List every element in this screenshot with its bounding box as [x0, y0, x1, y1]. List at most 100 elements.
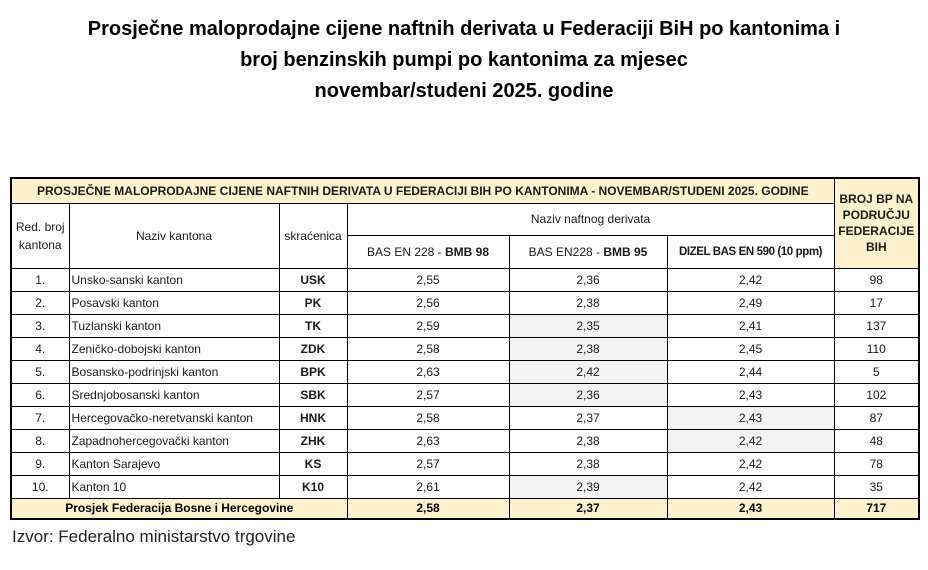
cell-price-bmb95: 2,36	[508, 267, 668, 292]
cell-canton-abbr: K10	[278, 474, 348, 499]
column-header-bmb98: BAS EN 228 - BMB 98	[346, 234, 510, 269]
cell-price-dizel: 2,45	[666, 336, 835, 361]
cell-price-dizel: 2,41	[666, 313, 835, 338]
page-title: Prosječne maloprodajne cijene naftnih de…	[8, 14, 920, 107]
cell-canton-name: Zapadnohercegovački kanton	[68, 428, 280, 453]
cell-canton-name: Unsko-sanski kanton	[68, 267, 280, 292]
cell-canton-abbr: HNK	[278, 405, 348, 430]
summary-bp-count: 717	[833, 497, 920, 520]
cell-canton-name: Tuzlanski kanton	[68, 313, 280, 338]
cell-bp-count: 48	[833, 428, 920, 453]
cell-price-bmb98: 2,63	[346, 428, 510, 453]
cell-row-number: 3.	[10, 313, 70, 338]
summary-row: Prosjek Federacija Bosne i Hercegovine 2…	[10, 497, 920, 520]
cell-canton-abbr: PK	[278, 290, 348, 315]
column-header-derivative-group: Naziv naftnog derivata	[346, 202, 835, 236]
cell-price-bmb95: 2,36	[508, 382, 668, 407]
cell-canton-abbr: KS	[278, 451, 348, 476]
table-title-row: PROSJEČNE MALOPRODAJNE CIJENE NAFTNIH DE…	[10, 177, 920, 269]
cell-canton-name: Srednjobosanski kanton	[68, 382, 280, 407]
cell-canton-name: Posavski kanton	[68, 290, 280, 315]
cell-row-number: 1.	[10, 267, 70, 292]
summary-price-dizel: 2,43	[666, 497, 835, 520]
cell-canton-abbr: ZDK	[278, 336, 348, 361]
cell-row-number: 10.	[10, 474, 70, 499]
cell-canton-abbr: SBK	[278, 382, 348, 407]
cell-row-number: 7.	[10, 405, 70, 430]
cell-price-bmb98: 2,59	[346, 313, 510, 338]
cell-canton-name: Kanton 10	[68, 474, 280, 499]
cell-price-dizel: 2,42	[666, 267, 835, 292]
source-note: Izvor: Federalno ministarstvo trgovine	[12, 527, 296, 546]
cell-row-number: 4.	[10, 336, 70, 361]
bmb95-standard-label: BAS EN228 -	[528, 244, 604, 259]
cell-canton-name: Hercegovačko-neretvanski kanton	[68, 405, 280, 430]
bmb98-standard-label: BAS EN 228 -	[366, 244, 446, 259]
table-row: 7. Hercegovačko-neretvanski kanton HNK 2…	[10, 405, 920, 430]
summary-price-bmb98: 2,58	[346, 497, 510, 520]
summary-label: Prosjek Federacija Bosne i Hercegovine	[10, 497, 348, 520]
cell-price-dizel: 2,42	[666, 474, 835, 499]
cell-price-bmb98: 2,58	[346, 336, 510, 361]
table-row: 8. Zapadnohercegovački kanton ZHK 2,63 2…	[10, 428, 920, 453]
table-row: 6. Srednjobosanski kanton SBK 2,57 2,36 …	[10, 382, 920, 407]
cell-price-dizel: 2,43	[666, 382, 835, 407]
bmb95-label: BMB 95	[603, 244, 648, 259]
dizel-label: DIZEL BAS EN 590 (10 ppm)	[678, 245, 823, 258]
table-header-group-row: Red. broj kantona Naziv kantona skraćeni…	[10, 202, 919, 269]
bmb98-label: BMB 98	[445, 244, 490, 259]
page-title-line-1: Prosječne maloprodajne cijene naftnih de…	[87, 18, 841, 40]
cell-price-bmb98: 2,63	[346, 359, 510, 384]
cell-bp-count: 137	[833, 313, 920, 338]
cell-bp-count: 102	[833, 382, 920, 407]
cell-bp-count: 98	[833, 267, 920, 292]
cell-price-bmb95: 2,38	[508, 336, 668, 361]
cell-price-bmb95: 2,38	[508, 451, 668, 476]
cell-row-number: 8.	[10, 428, 70, 453]
column-header-dizel: DIZEL BAS EN 590 (10 ppm)	[666, 234, 835, 269]
page-title-line-3: novembar/studeni 2025. godine	[314, 80, 614, 102]
cell-row-number: 6.	[10, 382, 70, 407]
column-header-canton-name: Naziv kantona	[68, 202, 280, 269]
cell-row-number: 2.	[10, 290, 70, 315]
cell-price-bmb95: 2,42	[508, 359, 668, 384]
cell-price-bmb98: 2,55	[346, 267, 510, 292]
cell-bp-count: 87	[833, 405, 920, 430]
cell-price-dizel: 2,42	[666, 451, 835, 476]
table-row: 9. Kanton Sarajevo KS 2,57 2,38 2,42 78	[10, 451, 920, 476]
column-header-bp-count: BROJ BP NA PODRUČJU FEDERACIJE BIH	[833, 177, 920, 269]
cell-row-number: 9.	[10, 451, 70, 476]
column-header-abbreviation: skraćenica	[278, 202, 348, 269]
table-row: 1. Unsko-sanski kanton USK 2,55 2,36 2,4…	[10, 267, 920, 292]
cell-price-bmb95: 2,37	[508, 405, 668, 430]
cell-price-dizel: 2,44	[666, 359, 835, 384]
cell-price-bmb95: 2,38	[508, 428, 668, 453]
cell-price-bmb98: 2,57	[346, 451, 510, 476]
cell-canton-name: Zeničko-dobojski kanton	[68, 336, 280, 361]
table-title: PROSJEČNE MALOPRODAJNE CIJENE NAFTNIH DE…	[10, 177, 835, 204]
cell-price-dizel: 2,49	[666, 290, 835, 315]
cell-canton-abbr: BPK	[278, 359, 348, 384]
cell-canton-name: Bosansko-podrinjski kanton	[68, 359, 280, 384]
cell-price-bmb98: 2,61	[346, 474, 510, 499]
cell-bp-count: 78	[833, 451, 920, 476]
table-row: 3. Tuzlanski kanton TK 2,59 2,35 2,41 13…	[10, 313, 920, 338]
cell-price-bmb95: 2,39	[508, 474, 668, 499]
table-row: 2. Posavski kanton PK 2,56 2,38 2,49 17	[10, 290, 920, 315]
column-header-row-number: Red. broj kantona	[10, 202, 70, 269]
cell-price-bmb98: 2,58	[346, 405, 510, 430]
cell-price-bmb98: 2,57	[346, 382, 510, 407]
summary-price-bmb95: 2,37	[508, 497, 668, 520]
page-title-line-2: broj benzinskih pumpi po kantonima za mj…	[240, 49, 688, 71]
cell-canton-name: Kanton Sarajevo	[68, 451, 280, 476]
cell-price-dizel: 2,43	[666, 405, 835, 430]
prices-table: PROSJEČNE MALOPRODAJNE CIJENE NAFTNIH DE…	[10, 177, 921, 520]
cell-bp-count: 35	[833, 474, 920, 499]
cell-price-bmb95: 2,38	[508, 290, 668, 315]
cell-price-dizel: 2,42	[666, 428, 835, 453]
cell-canton-abbr: USK	[278, 267, 348, 292]
cell-price-bmb95: 2,35	[508, 313, 668, 338]
table-body: 1. Unsko-sanski kanton USK 2,55 2,36 2,4…	[10, 267, 920, 499]
table-row: 10. Kanton 10 K10 2,61 2,39 2,42 35	[10, 474, 920, 499]
column-header-bmb95: BAS EN228 - BMB 95	[508, 234, 668, 269]
